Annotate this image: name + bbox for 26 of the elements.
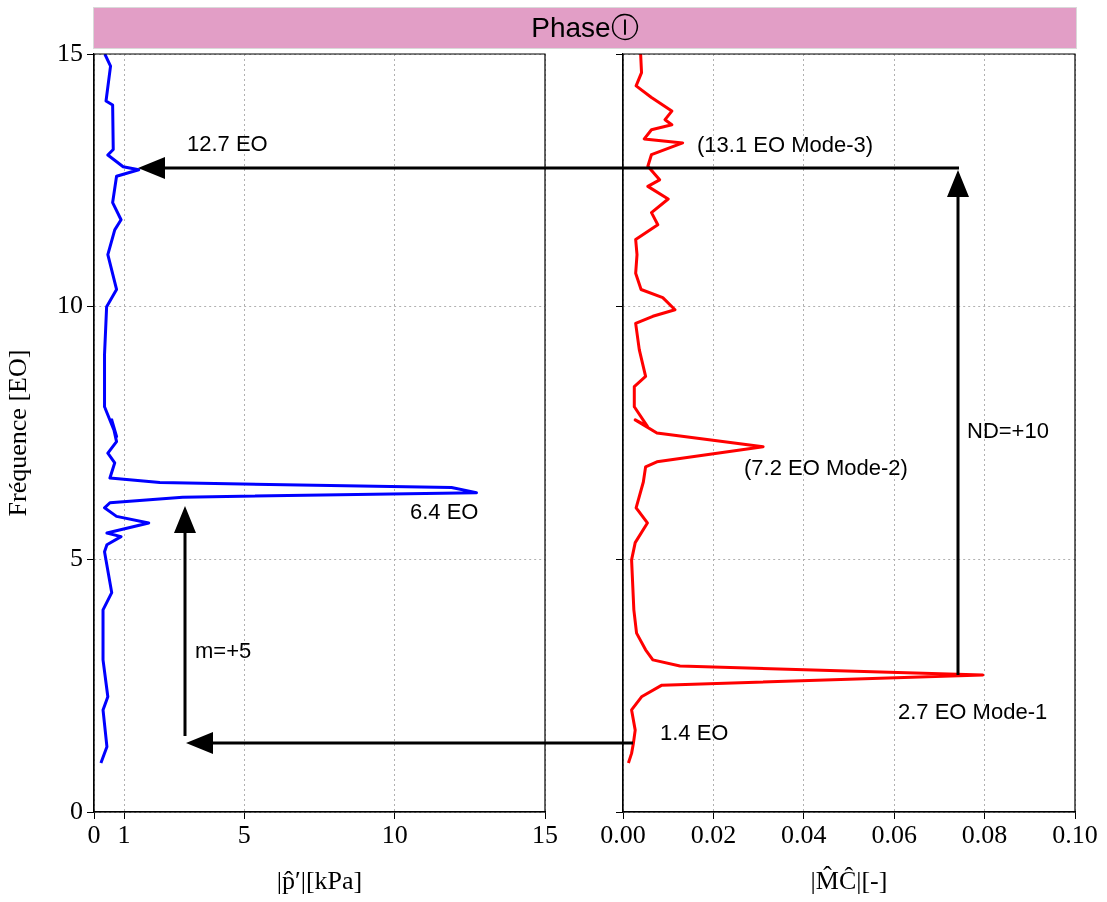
- annotation: ND=+10: [967, 418, 1049, 444]
- y-tick-label: 0: [70, 795, 83, 825]
- annotation: 1.4 EO: [660, 720, 729, 746]
- y-tick-label: 5: [70, 543, 83, 573]
- annotation: (7.2 EO Mode-2): [744, 455, 908, 481]
- x-tick-label: 0.10: [1052, 820, 1098, 850]
- annotation: (13.1 EO Mode-3): [697, 132, 874, 158]
- x-tick-label: 10: [381, 820, 408, 850]
- x-axis-title: |M̂Ĉ|[-]: [810, 866, 888, 896]
- x-tick-label: 15: [532, 820, 558, 850]
- y-axis-title: Fréquence [EO]: [3, 349, 33, 517]
- y-tick-label: 10: [57, 290, 83, 320]
- annotation: 6.4 EO: [410, 499, 479, 525]
- x-tick-label: 0.04: [781, 820, 827, 850]
- annotation: 12.7 EO: [187, 131, 268, 157]
- annotation: m=+5: [195, 638, 252, 664]
- chart-title: PhaseⒾ: [93, 7, 1077, 49]
- x-axis-title: |p̂′|[kPa]: [276, 866, 363, 896]
- x-tick-label: 0.08: [961, 820, 1008, 850]
- x-tick-label: 0.00: [600, 820, 646, 850]
- annotation: 2.7 EO Mode-1: [898, 699, 1048, 725]
- x-tick-label: 1: [117, 820, 131, 850]
- y-tick-label: 15: [57, 37, 83, 67]
- x-tick-label: 0.02: [690, 820, 737, 850]
- x-tick-label: 5: [237, 820, 251, 850]
- x-tick-label: 0.06: [871, 820, 917, 850]
